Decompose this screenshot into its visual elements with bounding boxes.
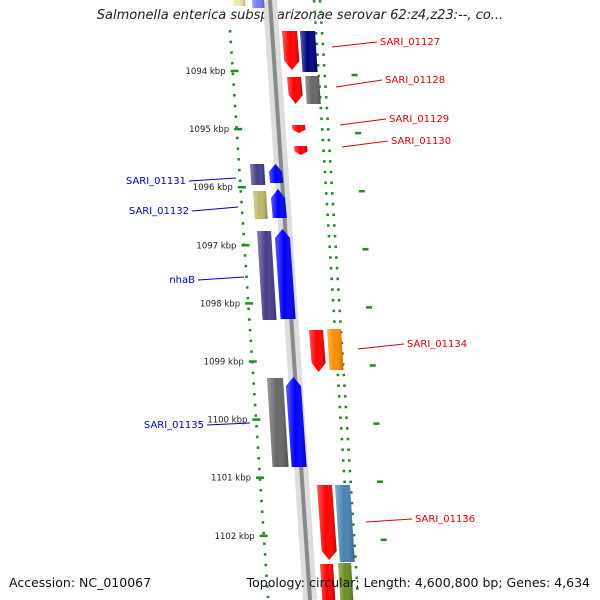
ruler-dots-right-inner [312,0,354,599]
gene-label-nhab-leader [197,276,245,281]
kbp-tick-label: 1101 kbp [211,474,251,484]
kbp-tick-label: 1097 kbp [196,241,236,251]
gene-sari-01132-partner[interactable] [271,189,287,218]
gene-sari-01130[interactable] [294,146,308,155]
kbp-tick-label: 1095 kbp [189,125,229,135]
genome-title: Salmonella enterica subsp. arizonae sero… [96,8,504,23]
gene-sari-01128-partner[interactable] [305,76,321,104]
gene-label-sari-01132-leader [191,206,239,212]
gene-partial-top-blue[interactable] [252,0,265,8]
accession-text: Accession: NC_010067 [9,575,152,590]
gene-label-sari-01127[interactable]: SARI_01127 [380,37,440,48]
gene-label-sari-01130-leader [341,140,389,148]
gene-label-sari-01130[interactable]: SARI_01130 [391,136,451,147]
gene-sari-01135-partner[interactable] [286,377,307,467]
gene-features [233,0,355,600]
kbp-tick-label: 1096 kbp [193,183,233,193]
kbp-tick-label: 1100 kbp [207,416,247,426]
gene-sari-01132[interactable] [253,191,268,219]
gene-sari-01128[interactable] [287,77,303,104]
gene-sari-01136-partner[interactable] [335,485,355,562]
gene-label-sari-01128[interactable]: SARI_01128 [385,75,445,86]
gene-label-sari-01131-leader [188,177,237,182]
gene-label-sari-01131[interactable]: SARI_01131 [126,176,186,187]
gene-nhab[interactable] [257,231,277,320]
kbp-tick-label: 1102 kbp [215,532,255,542]
gene-label-sari-01135-leader [206,422,251,426]
gene-label-sari-01134[interactable]: SARI_01134 [407,339,467,350]
ruler-dots-right [318,0,360,599]
gene-sari-01131[interactable] [250,164,266,185]
kbp-tick-label: 1099 kbp [204,358,244,368]
gene-sari-01129[interactable] [292,125,306,133]
gene-label-sari-01134-leader [357,343,405,350]
gene-label-sari-01129-leader [339,118,387,126]
gene-partial-top-left[interactable] [233,0,246,6]
gene-sari-01127-partner[interactable] [300,31,318,72]
gene-label-nhab[interactable]: nhaB [169,275,195,286]
gene-label-sari-01135[interactable]: SARI_01135 [144,420,204,431]
gene-label-sari-01128-leader [335,79,383,88]
gene-sari-01134[interactable] [309,330,326,372]
kbp-tick-label: 1098 kbp [200,299,240,309]
gene-sari-01136[interactable] [317,485,337,560]
gene-nhab-partner[interactable] [275,229,296,319]
gene-label-sari-01127-leader [331,41,378,48]
gene-sari-01135[interactable] [267,378,289,467]
gene-label-sari-01136[interactable]: SARI_01136 [415,514,475,525]
gene-sari-01127[interactable] [282,31,300,70]
gene-sari-01131-partner[interactable] [269,164,284,183]
ruler: 1094 kbp 1095 kbp 1096 kbp 1097 kbp 1098 kbp… [186,0,387,599]
gene-partial-bottom-red[interactable] [320,564,336,600]
kbp-tick-label: 1094 kbp [186,67,226,77]
gene-partial-bottom-olive[interactable] [338,563,354,600]
gene-sari-01134-partner[interactable] [327,329,344,370]
gene-label-sari-01132[interactable]: SARI_01132 [129,206,189,217]
gene-labels: SARI_01127 SARI_01128 SARI_01129 SARI_01130… [126,37,475,525]
topology-text: Topology: circular; Length: 4,600,800 bp… [246,575,590,590]
gene-label-sari-01136-leader [365,518,413,523]
gene-label-sari-01129[interactable]: SARI_01129 [389,114,449,125]
